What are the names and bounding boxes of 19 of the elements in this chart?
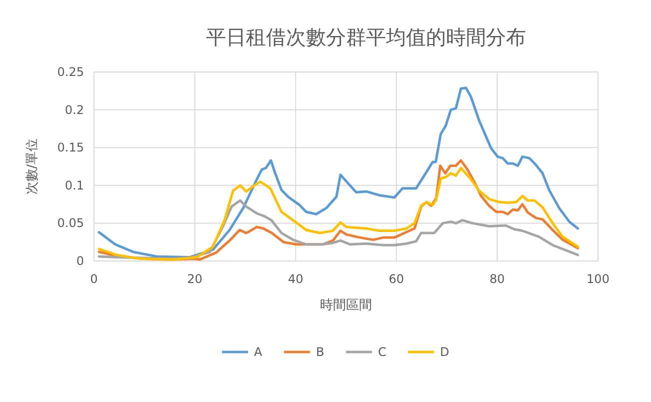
x-tick-label: 100 [586, 272, 610, 286]
x-tick-label: 20 [187, 272, 202, 286]
y-tick-label: 0.15 [57, 140, 84, 155]
y-tick-label: 0.25 [57, 65, 84, 79]
x-tick-label: 80 [490, 272, 505, 286]
legend-label: B [316, 345, 324, 359]
x-tick-label: 40 [288, 272, 304, 286]
x-tick-label: 0 [90, 272, 98, 286]
x-tick-label: 60 [388, 272, 404, 286]
legend-label: D [440, 345, 450, 359]
y-axis-title: 次數/單位 [25, 138, 40, 195]
legend-label: A [254, 345, 263, 359]
x-axis-title: 時間區間 [320, 298, 372, 313]
chart-title: 平日租借次數分群平均值的時間分布 [206, 25, 526, 49]
legend-label: C [378, 345, 386, 359]
y-tick-label: 0.05 [57, 216, 84, 230]
y-tick-label: 0.1 [64, 178, 84, 192]
y-tick-label: 0.2 [64, 102, 84, 117]
y-tick-label: 0 [76, 254, 84, 268]
